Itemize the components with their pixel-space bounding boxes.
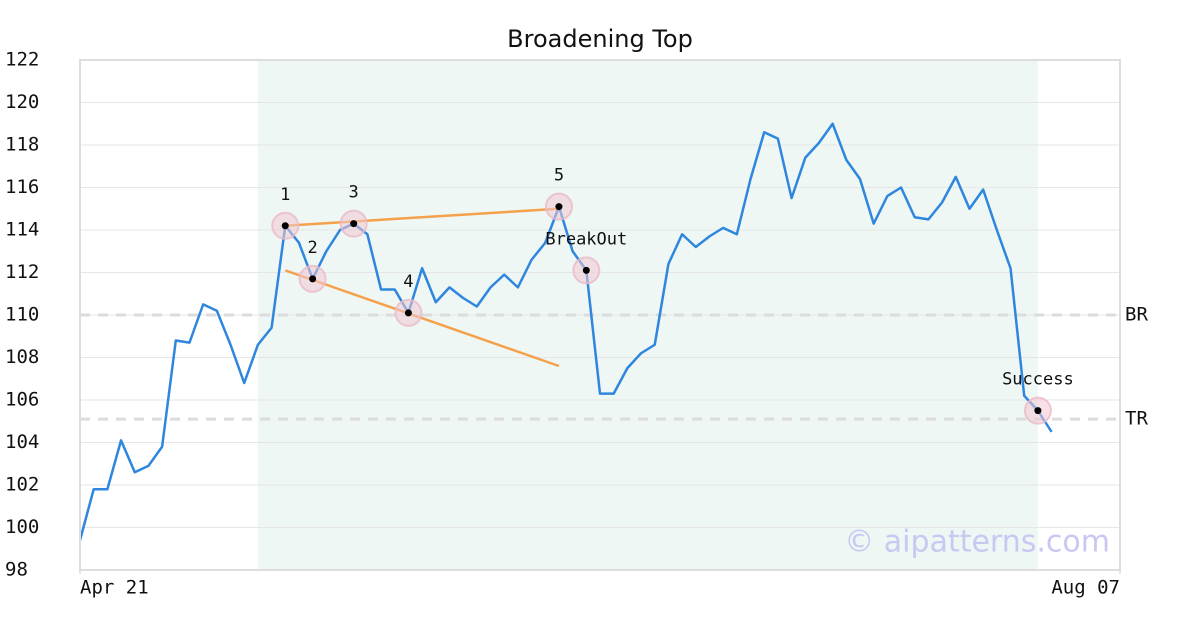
y-tick-label: 100 [5, 516, 39, 538]
marker-label: 2 [308, 238, 318, 258]
y-tick-label: 106 [5, 389, 39, 411]
y-tick-label: 120 [5, 91, 39, 113]
marker-label: 4 [403, 272, 413, 292]
y-tick-label: 112 [5, 261, 39, 283]
y-tick-label: 114 [5, 219, 39, 241]
marker-dot [582, 266, 590, 274]
marker-label: 5 [554, 166, 564, 186]
y-tick-label: 118 [5, 134, 39, 156]
y-tick-label: 108 [5, 346, 39, 368]
y-tick-label: 98 [5, 559, 28, 581]
y-tick-label: 102 [5, 474, 39, 496]
price-line [78, 122, 1053, 541]
reference-label: BR [1125, 304, 1148, 326]
reference-label: TR [1125, 408, 1148, 430]
trend-line [284, 269, 560, 368]
y-tick-label: 104 [5, 431, 39, 453]
marker-dot [555, 203, 563, 211]
watermark: © aipatterns.com [844, 525, 1110, 560]
marker-label: 1 [280, 185, 290, 205]
chart-title: Broadening Top [507, 25, 693, 53]
marker-dot [281, 222, 289, 230]
marker-label: BreakOut [545, 229, 627, 249]
x-tick-label: Apr 21 [80, 577, 149, 599]
y-tick-label: 110 [5, 304, 39, 326]
marker-label: 3 [349, 183, 359, 203]
y-tick-label: 116 [5, 176, 39, 198]
marker-dot [404, 309, 412, 317]
marker-label: Success [1002, 370, 1074, 390]
y-tick-label: 122 [5, 49, 39, 71]
marker-dot [309, 275, 317, 283]
x-tick-label: Aug 07 [1051, 577, 1120, 599]
plot-frame [79, 59, 1121, 571]
marker-dot [350, 220, 358, 228]
marker-dot [1034, 407, 1042, 415]
trend-line [285, 207, 560, 227]
